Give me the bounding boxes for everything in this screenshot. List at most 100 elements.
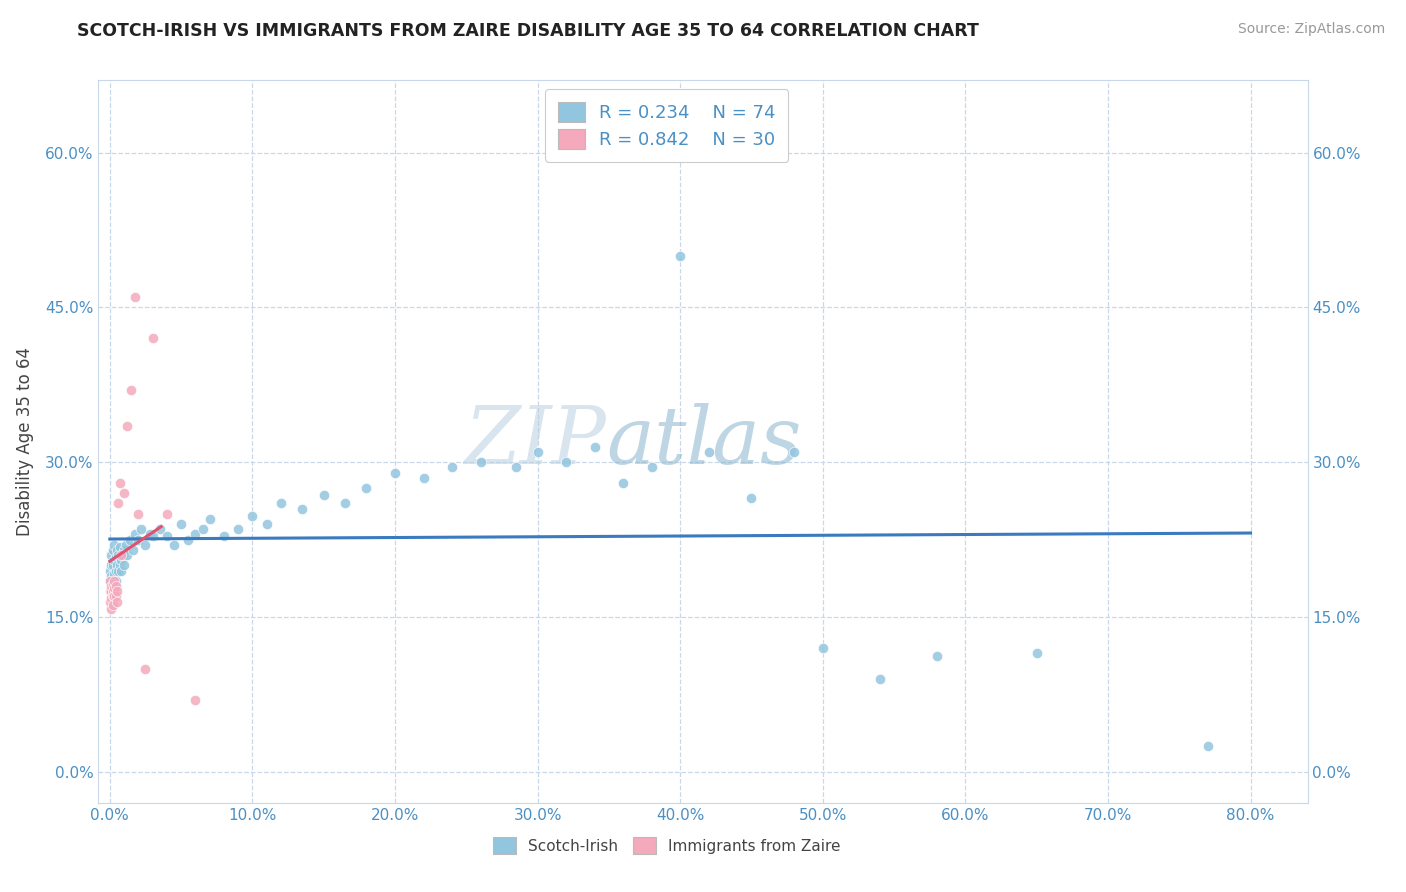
Point <box>184 692 207 706</box>
Point <box>142 331 165 345</box>
Point <box>100 548 122 562</box>
Text: atlas: atlas <box>606 403 801 480</box>
Point <box>156 529 179 543</box>
Point <box>184 527 207 541</box>
Point <box>98 564 121 578</box>
Point <box>177 533 200 547</box>
Point <box>256 517 278 532</box>
Point <box>356 481 378 495</box>
Point <box>105 584 128 599</box>
Point <box>1025 646 1047 660</box>
Point <box>101 598 124 612</box>
Point <box>100 591 122 606</box>
Point <box>242 508 264 523</box>
Point <box>811 640 834 655</box>
Point <box>115 419 138 434</box>
Point <box>101 584 124 599</box>
Point <box>104 564 127 578</box>
Point <box>149 522 172 536</box>
Point <box>142 529 165 543</box>
Point <box>526 445 548 459</box>
Y-axis label: Disability Age 35 to 64: Disability Age 35 to 64 <box>15 347 34 536</box>
Point <box>112 542 135 557</box>
Point <box>100 579 122 593</box>
Point <box>100 584 122 599</box>
Point <box>212 529 235 543</box>
Point <box>111 548 134 562</box>
Point <box>103 538 125 552</box>
Point <box>127 533 149 547</box>
Point <box>156 507 179 521</box>
Point <box>107 564 129 578</box>
Point <box>270 496 292 510</box>
Point <box>441 460 464 475</box>
Point <box>107 548 129 562</box>
Point <box>555 455 578 469</box>
Point <box>103 553 125 567</box>
Point <box>198 512 221 526</box>
Point <box>669 249 692 263</box>
Point <box>103 579 125 593</box>
Point <box>115 548 138 562</box>
Point <box>100 558 122 573</box>
Point <box>108 475 131 490</box>
Point <box>869 672 891 686</box>
Point <box>740 491 762 506</box>
Point <box>105 558 128 573</box>
Point <box>107 496 129 510</box>
Point <box>291 501 314 516</box>
Point <box>612 475 634 490</box>
Point <box>104 550 127 565</box>
Point <box>127 507 149 521</box>
Point <box>783 445 806 459</box>
Point <box>139 527 162 541</box>
Point <box>108 558 131 573</box>
Point <box>170 517 193 532</box>
Point <box>333 496 356 510</box>
Point <box>103 581 125 595</box>
Point <box>163 538 186 552</box>
Point <box>226 522 249 536</box>
Point <box>640 460 662 475</box>
Point <box>120 383 142 397</box>
Point <box>100 584 122 599</box>
Point <box>1197 739 1219 753</box>
Point <box>100 601 122 615</box>
Point <box>101 577 124 591</box>
Point <box>101 558 124 573</box>
Point <box>583 440 606 454</box>
Point <box>105 542 128 557</box>
Point <box>121 542 143 557</box>
Point <box>103 590 125 604</box>
Point <box>101 571 124 585</box>
Point <box>98 594 121 608</box>
Point <box>470 455 492 469</box>
Point <box>101 542 124 557</box>
Point <box>134 538 156 552</box>
Point <box>103 574 125 588</box>
Point <box>103 566 125 581</box>
Point <box>100 568 122 582</box>
Point <box>129 522 152 536</box>
Point <box>110 553 132 567</box>
Point <box>312 488 335 502</box>
Point <box>110 564 132 578</box>
Point <box>98 584 121 599</box>
Point <box>384 466 406 480</box>
Point <box>110 548 132 562</box>
Point <box>108 540 131 554</box>
Point <box>101 581 124 595</box>
Point <box>101 590 124 604</box>
Legend: Scotch-Irish, Immigrants from Zaire: Scotch-Irish, Immigrants from Zaire <box>486 831 846 860</box>
Point <box>118 533 141 547</box>
Point <box>98 574 121 588</box>
Point <box>412 471 434 485</box>
Point <box>505 460 527 475</box>
Point <box>697 445 720 459</box>
Point <box>124 527 146 541</box>
Point <box>98 574 121 588</box>
Text: Source: ZipAtlas.com: Source: ZipAtlas.com <box>1237 22 1385 37</box>
Point <box>112 558 135 573</box>
Point <box>105 594 128 608</box>
Point <box>925 649 948 664</box>
